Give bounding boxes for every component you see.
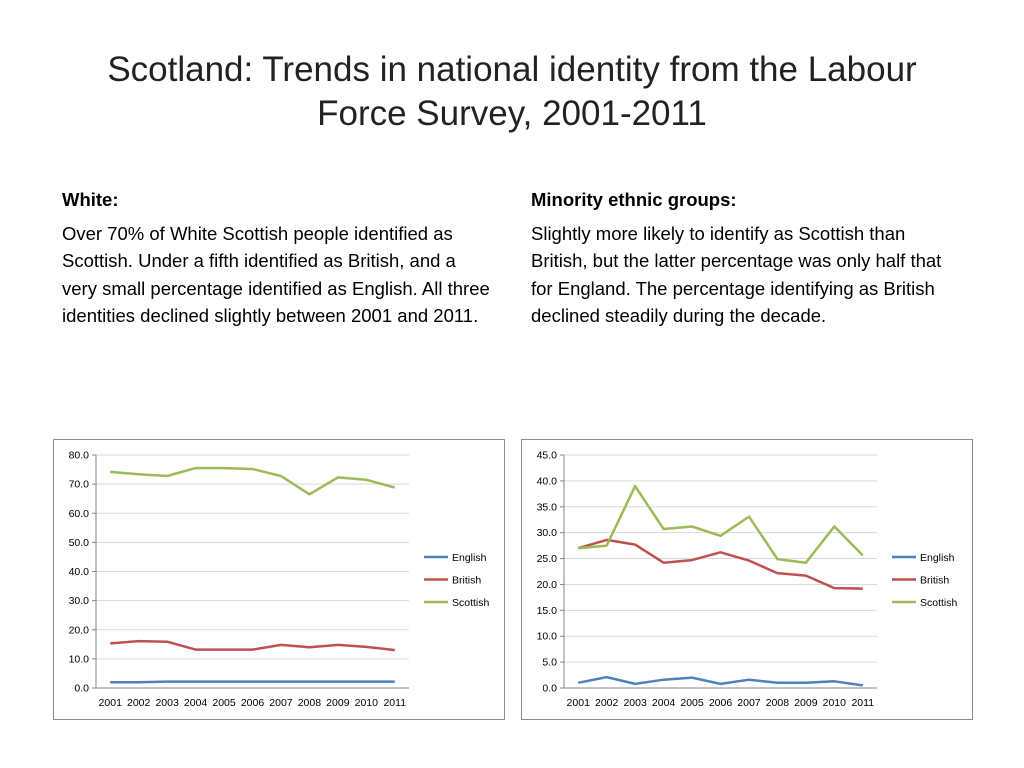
series-line-english (577, 675, 863, 687)
y-tick-label: 20.0 (537, 579, 558, 591)
x-tick-label: 2004 (184, 697, 208, 709)
legend-label-british: British (920, 575, 949, 587)
y-tick-label: 40.0 (69, 566, 90, 578)
legend-label-english: English (452, 552, 487, 564)
y-tick-label: 35.0 (537, 501, 558, 513)
x-tick-label: 2011 (383, 697, 406, 709)
x-tick-label: 2005 (680, 697, 704, 709)
x-tick-label: 2002 (595, 697, 619, 709)
y-tick-label: 15.0 (537, 605, 558, 617)
slide-title: Scotland: Trends in national identity fr… (40, 48, 984, 136)
y-tick-label: 40.0 (537, 475, 558, 487)
x-tick-label: 2010 (823, 697, 847, 709)
y-tick-label: 30.0 (69, 595, 90, 607)
y-tick-label: 45.0 (537, 450, 558, 462)
x-tick-label: 2008 (766, 697, 790, 709)
y-tick-label: 5.0 (542, 657, 557, 669)
y-tick-label: 10.0 (69, 653, 90, 665)
x-tick-label: 2003 (155, 697, 179, 709)
y-tick-label: 80.0 (69, 450, 90, 462)
minority-line-chart: 0.0 5.0 10.0 15.0 20.0 25.0 30.0 35.0 40.0 45.0 20… (537, 450, 958, 710)
minority-section: Minority ethnic groups: Slightly more li… (531, 186, 961, 330)
x-tick-label: 2009 (326, 697, 350, 709)
slide-title-line-2: Force Survey, 2001-2011 (317, 94, 707, 133)
white-heading: White: (62, 189, 119, 210)
y-tick-label: 20.0 (69, 624, 90, 636)
x-tick-label: 2009 (794, 697, 818, 709)
x-tick-label: 2010 (355, 697, 379, 709)
minority-heading: Minority ethnic groups: (531, 189, 737, 210)
x-tick-label: 2001 (567, 697, 591, 709)
y-tick-label: 10.0 (537, 631, 558, 643)
x-tick-label: 2005 (212, 697, 236, 709)
x-tick-label: 2007 (737, 697, 761, 709)
y-tick-label: 30.0 (537, 527, 558, 539)
y-tick-label: 0.0 (542, 683, 557, 695)
x-tick-label: 2006 (241, 697, 265, 709)
series-line-english (110, 680, 395, 684)
y-tick-label: 70.0 (69, 479, 90, 491)
legend-label-scottish: Scottish (920, 597, 958, 609)
legend-label-scottish: Scottish (452, 597, 490, 609)
legend-label-british: British (452, 575, 481, 587)
x-tick-label: 2007 (269, 697, 293, 709)
x-tick-label: 2008 (298, 697, 322, 709)
white-section: White: Over 70% of White Scottish people… (62, 186, 492, 330)
x-tick-label: 2002 (127, 697, 151, 709)
x-tick-label: 2001 (99, 697, 123, 709)
x-tick-label: 2006 (709, 697, 733, 709)
y-tick-label: 0.0 (74, 683, 89, 695)
y-tick-label: 50.0 (69, 537, 90, 549)
x-tick-label: 2003 (623, 697, 647, 709)
white-description: Over 70% of White Scottish people identi… (62, 222, 490, 327)
y-tick-label: 60.0 (69, 508, 90, 520)
slide-title-line-1: Scotland: Trends in national identity fr… (107, 50, 917, 89)
series-line-british (110, 639, 395, 652)
white-line-chart: 0.0 10.0 20.0 30.0 40.0 50.0 60.0 70.0 80.0 2001 2… (69, 450, 490, 710)
minority-description: Slightly more likely to identify as Scot… (531, 222, 942, 327)
x-tick-label: 2004 (652, 697, 676, 709)
minority-chart-frame: 0.0 5.0 10.0 15.0 20.0 25.0 30.0 35.0 40.0 45.0 20… (521, 439, 973, 720)
series-line-scottish (110, 466, 396, 496)
white-chart-frame: 0.0 10.0 20.0 30.0 40.0 50.0 60.0 70.0 80.0 2001 2… (53, 439, 505, 720)
legend-label-english: English (920, 552, 955, 564)
series-line-british (577, 538, 863, 590)
series-line-scottish (578, 484, 864, 564)
x-tick-label: 2011 (851, 697, 874, 709)
y-tick-label: 25.0 (537, 553, 558, 565)
